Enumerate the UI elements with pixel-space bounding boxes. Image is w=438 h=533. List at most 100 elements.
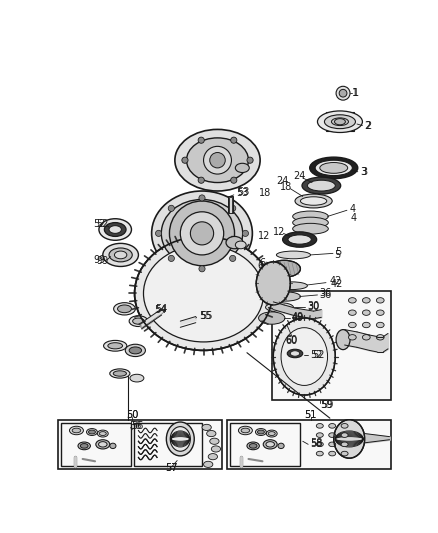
Ellipse shape: [97, 430, 108, 437]
Ellipse shape: [316, 433, 323, 438]
Ellipse shape: [108, 343, 123, 349]
Ellipse shape: [328, 451, 336, 456]
Ellipse shape: [249, 443, 257, 448]
Text: 49: 49: [292, 313, 304, 323]
Ellipse shape: [332, 118, 349, 126]
Ellipse shape: [288, 235, 311, 244]
Text: 18: 18: [259, 188, 272, 198]
Text: 42: 42: [329, 276, 342, 286]
Ellipse shape: [376, 322, 384, 328]
Bar: [272, 291, 391, 400]
Ellipse shape: [211, 446, 221, 452]
Ellipse shape: [80, 443, 88, 448]
Circle shape: [191, 222, 214, 245]
Text: 36: 36: [320, 288, 332, 298]
Ellipse shape: [300, 197, 327, 205]
Ellipse shape: [235, 241, 246, 249]
Ellipse shape: [293, 223, 328, 234]
Ellipse shape: [226, 237, 243, 249]
Ellipse shape: [113, 303, 135, 315]
Text: 1: 1: [352, 88, 358, 98]
Text: 12: 12: [273, 227, 286, 237]
Ellipse shape: [307, 180, 336, 191]
Ellipse shape: [256, 262, 290, 305]
Text: 3: 3: [361, 167, 367, 177]
Text: 6: 6: [259, 257, 265, 268]
Ellipse shape: [134, 237, 272, 350]
Text: 56: 56: [129, 421, 141, 431]
Ellipse shape: [310, 157, 358, 179]
Ellipse shape: [362, 335, 370, 340]
Ellipse shape: [210, 438, 219, 445]
Ellipse shape: [281, 328, 328, 385]
Text: 99: 99: [93, 255, 106, 264]
Text: 52: 52: [311, 350, 323, 360]
Ellipse shape: [295, 194, 332, 208]
Ellipse shape: [152, 191, 252, 276]
Circle shape: [231, 137, 237, 143]
Ellipse shape: [175, 130, 260, 191]
Ellipse shape: [315, 160, 352, 175]
Ellipse shape: [166, 422, 194, 456]
Ellipse shape: [104, 223, 126, 237]
Ellipse shape: [255, 429, 266, 435]
Bar: [61, 423, 131, 466]
Text: 5: 5: [336, 247, 342, 257]
Ellipse shape: [290, 351, 300, 356]
Ellipse shape: [207, 431, 216, 437]
Ellipse shape: [334, 419, 365, 458]
Ellipse shape: [376, 310, 384, 316]
Circle shape: [339, 90, 347, 97]
Circle shape: [204, 147, 231, 174]
Text: 6: 6: [258, 261, 264, 271]
Ellipse shape: [110, 443, 116, 449]
Ellipse shape: [96, 440, 110, 449]
Ellipse shape: [103, 341, 127, 351]
Ellipse shape: [78, 442, 90, 450]
Circle shape: [230, 205, 236, 212]
Ellipse shape: [99, 432, 106, 435]
Bar: [229, 197, 232, 213]
Circle shape: [247, 157, 253, 163]
Ellipse shape: [318, 111, 362, 133]
Ellipse shape: [187, 138, 248, 182]
Text: 52: 52: [93, 219, 106, 229]
Text: 5: 5: [334, 250, 340, 260]
Circle shape: [168, 205, 174, 212]
Text: 99: 99: [97, 256, 109, 266]
Ellipse shape: [302, 177, 341, 194]
Ellipse shape: [133, 318, 144, 324]
Bar: [230, 423, 300, 466]
Ellipse shape: [99, 219, 131, 240]
Ellipse shape: [204, 461, 213, 467]
Ellipse shape: [238, 426, 252, 435]
Ellipse shape: [161, 199, 243, 267]
Text: 1: 1: [353, 88, 359, 98]
Ellipse shape: [341, 424, 348, 428]
Text: 57: 57: [165, 463, 177, 473]
Ellipse shape: [328, 433, 336, 438]
Ellipse shape: [316, 451, 323, 456]
Text: 54: 54: [155, 304, 168, 314]
Ellipse shape: [328, 442, 336, 447]
Text: 56: 56: [131, 421, 143, 431]
Text: 18: 18: [279, 182, 292, 192]
Ellipse shape: [247, 442, 259, 450]
Ellipse shape: [341, 451, 348, 456]
Bar: [329, 116, 351, 128]
Bar: [134, 423, 202, 466]
Ellipse shape: [109, 248, 132, 262]
Ellipse shape: [276, 251, 311, 259]
Ellipse shape: [362, 322, 370, 328]
Text: 42: 42: [331, 279, 343, 289]
Text: 51: 51: [304, 410, 317, 420]
Ellipse shape: [266, 430, 277, 437]
Text: 53: 53: [236, 188, 248, 198]
Ellipse shape: [87, 429, 97, 435]
Ellipse shape: [293, 217, 328, 228]
Ellipse shape: [117, 305, 131, 313]
Text: 52: 52: [312, 350, 325, 360]
Ellipse shape: [144, 245, 264, 342]
Ellipse shape: [278, 443, 284, 449]
Circle shape: [199, 195, 205, 201]
